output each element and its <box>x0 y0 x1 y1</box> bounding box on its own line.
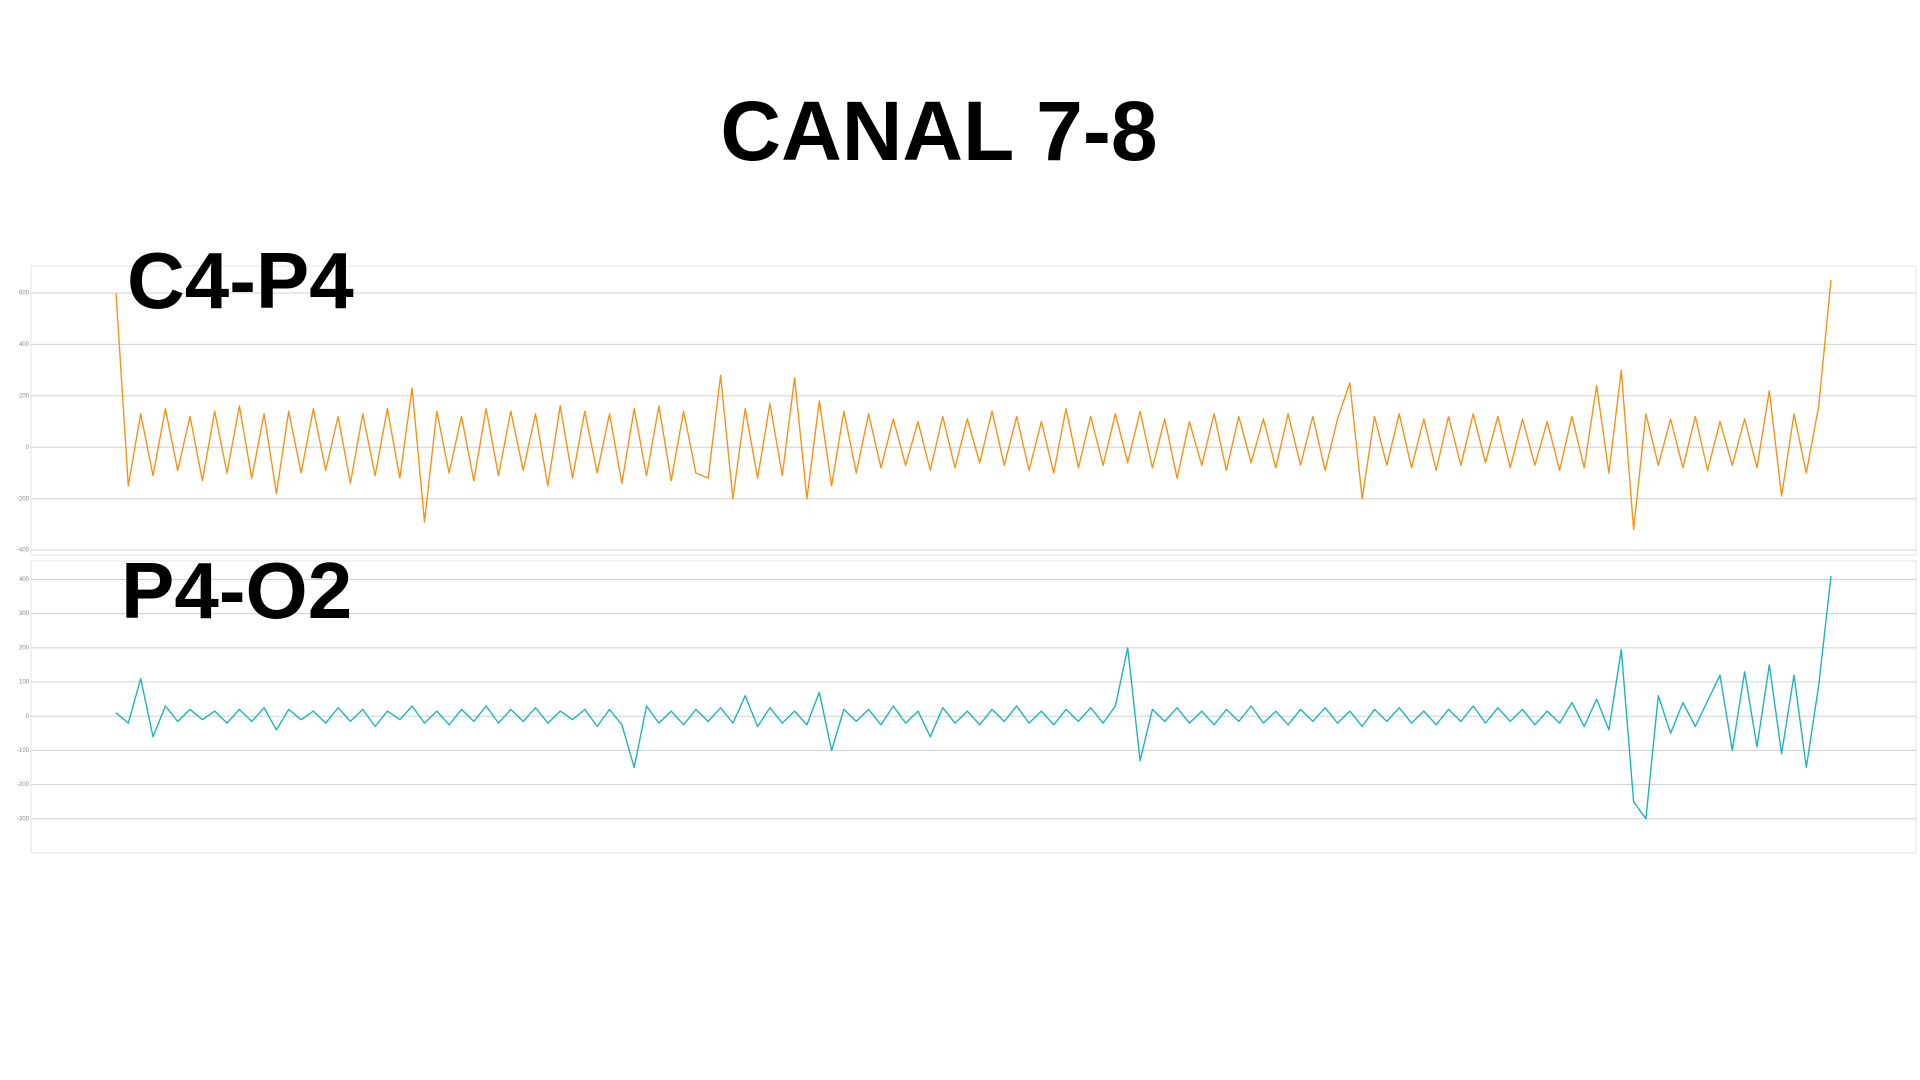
y-tick-label: 600 <box>19 291 30 297</box>
chart-title: C4-P4 <box>127 236 354 325</box>
plot-area <box>30 560 1917 854</box>
y-tick-label: 200 <box>19 393 30 399</box>
y-tick-label: 100 <box>19 680 30 686</box>
signal-line <box>115 280 1832 531</box>
y-tick-label: 400 <box>19 577 30 583</box>
y-tick-label: 0 <box>26 714 30 720</box>
y-tick-label: -100 <box>17 748 30 754</box>
y-tick-label: -200 <box>17 782 30 788</box>
y-tick-label: 200 <box>19 645 30 651</box>
y-tick-label: 0 <box>26 445 30 451</box>
chart-title: P4-O2 <box>121 546 352 635</box>
y-tick-label: -400 <box>17 548 30 554</box>
slide-title: CANAL 7-8 <box>720 84 1157 178</box>
y-tick-label: 400 <box>19 342 30 348</box>
y-tick-label: 300 <box>19 611 30 617</box>
y-tick-label: -200 <box>17 496 30 502</box>
y-tick-label: -300 <box>17 816 30 822</box>
plot-area <box>30 265 1917 556</box>
signal-line <box>115 575 1832 820</box>
